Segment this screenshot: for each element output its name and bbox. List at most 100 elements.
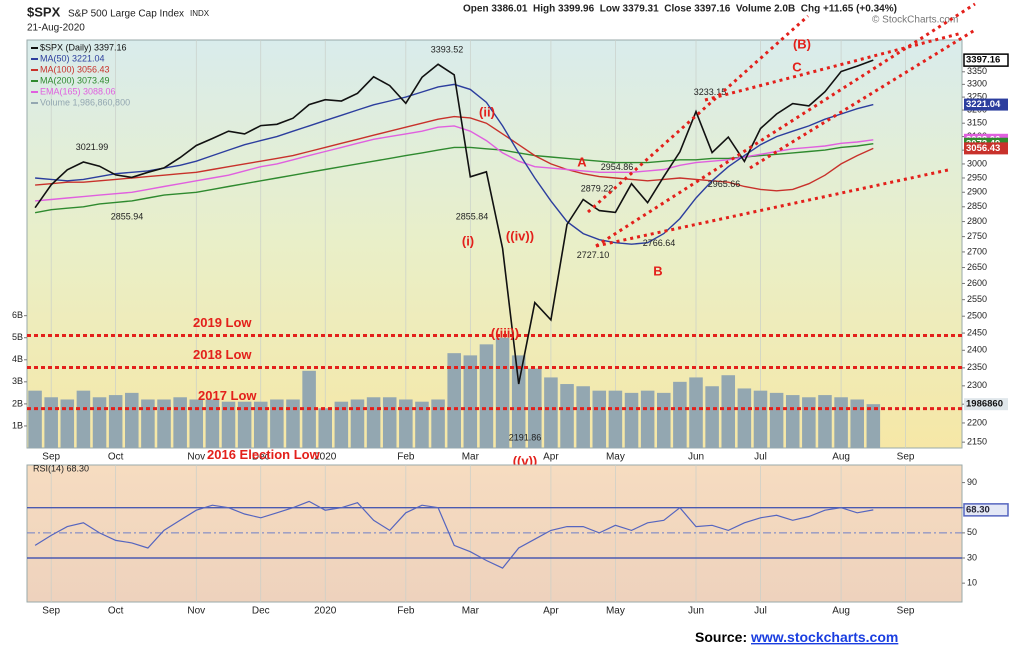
volume-bar <box>237 401 252 448</box>
volume-bar <box>785 395 800 448</box>
wave-label: (ii) <box>479 104 495 119</box>
y-tick-label: 3350 <box>967 66 987 76</box>
y-tick-label: 3150 <box>967 118 987 128</box>
volume-bar <box>189 399 204 448</box>
x-tick-label: Nov <box>187 606 205 617</box>
x-tick-label: May <box>606 452 625 463</box>
x-tick-label: Sep <box>897 606 915 617</box>
volume-bar <box>721 375 736 448</box>
y-tick-label: 2350 <box>967 362 987 372</box>
x-tick-label: Feb <box>397 606 415 617</box>
x-tick-label: Aug <box>832 606 850 617</box>
volume-bar <box>334 401 349 448</box>
x-tick-label: Dec <box>252 452 270 463</box>
source-link[interactable]: www.stockcharts.com <box>750 629 898 645</box>
volume-bar <box>560 384 574 448</box>
wave-label: (i) <box>462 233 474 248</box>
y-tick-label: 2200 <box>967 417 987 427</box>
end-value-box <box>964 98 1008 111</box>
support-label: 2016 Election Low <box>207 447 321 462</box>
x-tick-label: Mar <box>462 606 480 617</box>
trendline <box>749 28 976 170</box>
y-tick-label: 2750 <box>967 231 987 241</box>
trendline <box>587 14 809 214</box>
price-level-label: 3021.99 <box>76 142 109 152</box>
y-tick-label: 2600 <box>967 278 987 288</box>
end-value-box <box>964 398 1008 411</box>
x-tick-label: Jun <box>688 452 704 463</box>
x-tick-label: Sep <box>42 606 60 617</box>
x-tick-label: Sep <box>897 452 915 463</box>
y2-tick-label: 2B <box>12 398 23 408</box>
volume-bar <box>850 399 864 448</box>
wave-label: ((iv)) <box>506 228 534 243</box>
price-level-label: 3233.15 <box>694 87 727 97</box>
support-label: 2018 Low <box>193 347 252 362</box>
wave-label: A <box>577 154 587 169</box>
volume-bar <box>511 355 526 448</box>
end-value-box <box>964 142 1008 155</box>
symbol: $SPX <box>27 4 61 19</box>
volume-bar <box>576 386 590 448</box>
x-tick-label: Aug <box>832 452 850 463</box>
volume-bar <box>141 399 155 448</box>
volume-bar <box>286 399 300 448</box>
x-tick-label: Dec <box>252 606 270 617</box>
volume-bar <box>608 390 623 448</box>
y2-tick-label: 4B <box>12 354 23 364</box>
y2-tick-label: 3B <box>12 376 23 386</box>
end-value-label: 3221.04 <box>966 99 1001 110</box>
y-tick-label: 3000 <box>967 158 987 168</box>
volume-bar <box>318 408 333 448</box>
volume-bar <box>76 390 91 448</box>
volume-bar <box>173 397 187 448</box>
legend-entry: RSI(14) 68.30 <box>33 463 89 473</box>
volume-bar <box>28 390 42 448</box>
volume-bar <box>673 381 687 448</box>
volume-bar <box>753 390 768 448</box>
y-tick-label: 50 <box>967 527 977 537</box>
volume-bar <box>431 399 445 448</box>
price-level-label: 3393.52 <box>431 44 464 54</box>
end-value-label: 1986860 <box>966 399 1003 410</box>
price-level-label: 2727.10 <box>577 250 610 260</box>
volume-bar <box>221 401 236 448</box>
panel <box>26 39 963 449</box>
panel <box>26 464 963 603</box>
legend-entry: $SPX (Daily) 3397.16 <box>40 42 127 52</box>
volume-bar <box>44 397 58 448</box>
series-line <box>34 59 874 385</box>
volume-bar <box>157 399 171 448</box>
end-value-box <box>963 53 1009 67</box>
trendlines <box>587 2 976 248</box>
x-tick-label: 2020 <box>314 606 337 617</box>
y-tick-label: 90 <box>967 477 977 487</box>
legend-entry: MA(50) 3221.04 <box>40 53 105 63</box>
volume-bar <box>60 399 75 448</box>
volume-bar <box>479 344 494 448</box>
series-line <box>35 83 874 245</box>
y-tick-label: 3300 <box>967 79 987 89</box>
price-level-label: 2879.22 <box>581 184 614 194</box>
volume-bar <box>866 404 881 448</box>
quote: Open 3386.01 High 3399.96 Low 3379.31 Cl… <box>463 4 897 15</box>
y-tick-label: 2300 <box>967 380 987 390</box>
x-tick-label: Oct <box>108 452 124 463</box>
x-tick-label: Jul <box>754 452 767 463</box>
volume-bar <box>125 392 139 448</box>
price-level-label: 2954.86 <box>601 162 634 172</box>
x-tick-label: Nov <box>187 452 205 463</box>
y-tick-label: 2150 <box>967 437 987 447</box>
volume-bar <box>253 401 268 448</box>
y-tick-label: 2800 <box>967 216 987 226</box>
volume-bar <box>205 399 220 448</box>
x-tick-label: Sep <box>42 452 60 463</box>
y-tick-label: 2850 <box>967 201 987 211</box>
source-label: Source: <box>695 629 747 645</box>
legend-entry: Volume 1,986,860,800 <box>40 97 130 107</box>
volume-bar <box>350 399 365 448</box>
volume-bar <box>382 397 397 448</box>
legend-entry: EMA(165) 3088.06 <box>40 86 116 96</box>
volume-bar <box>802 397 816 448</box>
